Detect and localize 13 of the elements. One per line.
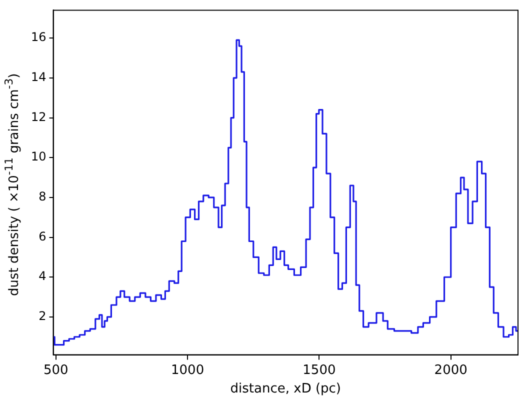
x-tick-label: 500 (43, 362, 68, 378)
y-tick-label: 6 (38, 229, 46, 244)
y-tick-label: 4 (38, 269, 46, 284)
y-tick-label: 2 (38, 309, 46, 324)
y-tick-label: 8 (38, 190, 46, 204)
y-tick-label: 16 (30, 30, 46, 44)
y-tick-label: 14 (30, 70, 46, 84)
y-tick-label: 10 (30, 150, 46, 164)
x-tick-label: 1000 (171, 362, 204, 378)
y-tick-label: 12 (30, 110, 46, 124)
x-axis-title: distance, xD (pc) (230, 382, 341, 397)
x-tick-label: 2000 (434, 362, 468, 378)
x-tick-label: 1500 (302, 362, 336, 378)
